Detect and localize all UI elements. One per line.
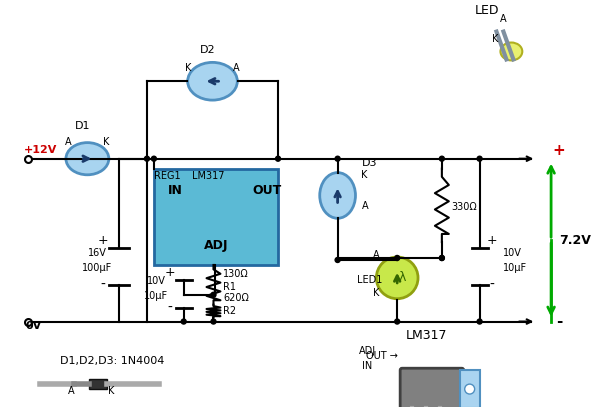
- Text: D1,D2,D3: 1N4004: D1,D2,D3: 1N4004: [60, 356, 164, 366]
- Bar: [154, 169, 278, 265]
- Text: 100μF: 100μF: [82, 263, 112, 273]
- Text: +: +: [486, 234, 497, 247]
- Circle shape: [464, 384, 475, 394]
- Circle shape: [335, 156, 340, 161]
- Text: A: A: [373, 250, 380, 260]
- Text: 7.2V: 7.2V: [559, 234, 591, 246]
- Circle shape: [144, 156, 149, 161]
- Circle shape: [395, 319, 399, 324]
- Text: D3: D3: [361, 157, 377, 168]
- Text: K: K: [103, 137, 109, 147]
- Text: A: A: [233, 63, 239, 73]
- Text: OUT →: OUT →: [367, 351, 398, 361]
- Text: -: -: [101, 278, 106, 292]
- Text: +: +: [98, 234, 109, 247]
- Circle shape: [439, 156, 444, 161]
- Text: LED1: LED1: [358, 275, 383, 285]
- Text: LM317: LM317: [406, 329, 448, 342]
- Text: K: K: [373, 288, 380, 298]
- Text: 130Ω: 130Ω: [223, 269, 249, 279]
- Text: 0V: 0V: [26, 322, 42, 331]
- Text: REG1: REG1: [154, 171, 180, 181]
- Text: 10V: 10V: [146, 276, 165, 286]
- Text: K: K: [108, 386, 115, 396]
- Text: OUT: OUT: [252, 184, 281, 197]
- Ellipse shape: [376, 257, 418, 299]
- Ellipse shape: [500, 42, 522, 60]
- Bar: [460, 370, 479, 408]
- Text: R1: R1: [223, 282, 236, 292]
- Circle shape: [211, 292, 216, 297]
- Text: -: -: [167, 301, 172, 315]
- Text: IN: IN: [168, 184, 183, 197]
- Text: 16V: 16V: [88, 248, 107, 258]
- Circle shape: [276, 156, 281, 161]
- Text: -: -: [489, 278, 494, 292]
- Text: LED: LED: [474, 4, 499, 17]
- Text: +12V: +12V: [24, 145, 57, 155]
- Text: +: +: [165, 266, 175, 279]
- Text: 330Ω: 330Ω: [452, 202, 478, 212]
- Text: R2: R2: [223, 306, 236, 316]
- Text: +: +: [553, 143, 565, 158]
- Circle shape: [211, 319, 216, 324]
- Text: 10μF: 10μF: [503, 263, 528, 273]
- Text: D1: D1: [75, 121, 90, 131]
- Circle shape: [335, 257, 340, 262]
- Circle shape: [439, 255, 444, 260]
- Text: K: K: [186, 63, 192, 73]
- Text: 10μF: 10μF: [144, 291, 168, 301]
- Circle shape: [181, 319, 186, 324]
- Text: ADJ: ADJ: [204, 239, 228, 252]
- Text: A: A: [500, 14, 506, 24]
- Text: K: K: [491, 33, 498, 44]
- Ellipse shape: [66, 143, 109, 175]
- Text: 620Ω: 620Ω: [223, 293, 250, 303]
- Text: A: A: [68, 386, 75, 396]
- Ellipse shape: [187, 62, 238, 100]
- Text: LM317: LM317: [192, 171, 224, 181]
- Text: A: A: [361, 201, 368, 211]
- Circle shape: [395, 255, 399, 260]
- Text: ADJ: ADJ: [359, 346, 376, 356]
- Ellipse shape: [320, 173, 355, 218]
- Bar: [90, 379, 107, 389]
- Text: K: K: [361, 170, 368, 180]
- Circle shape: [152, 156, 156, 161]
- FancyBboxPatch shape: [400, 368, 464, 408]
- Circle shape: [477, 156, 482, 161]
- Text: D2: D2: [200, 45, 216, 55]
- Text: A: A: [65, 137, 72, 147]
- Text: λ: λ: [398, 271, 406, 284]
- Circle shape: [439, 255, 444, 260]
- Text: 10V: 10V: [503, 248, 522, 258]
- Text: IN: IN: [362, 361, 373, 371]
- Circle shape: [477, 319, 482, 324]
- Text: -: -: [556, 313, 562, 328]
